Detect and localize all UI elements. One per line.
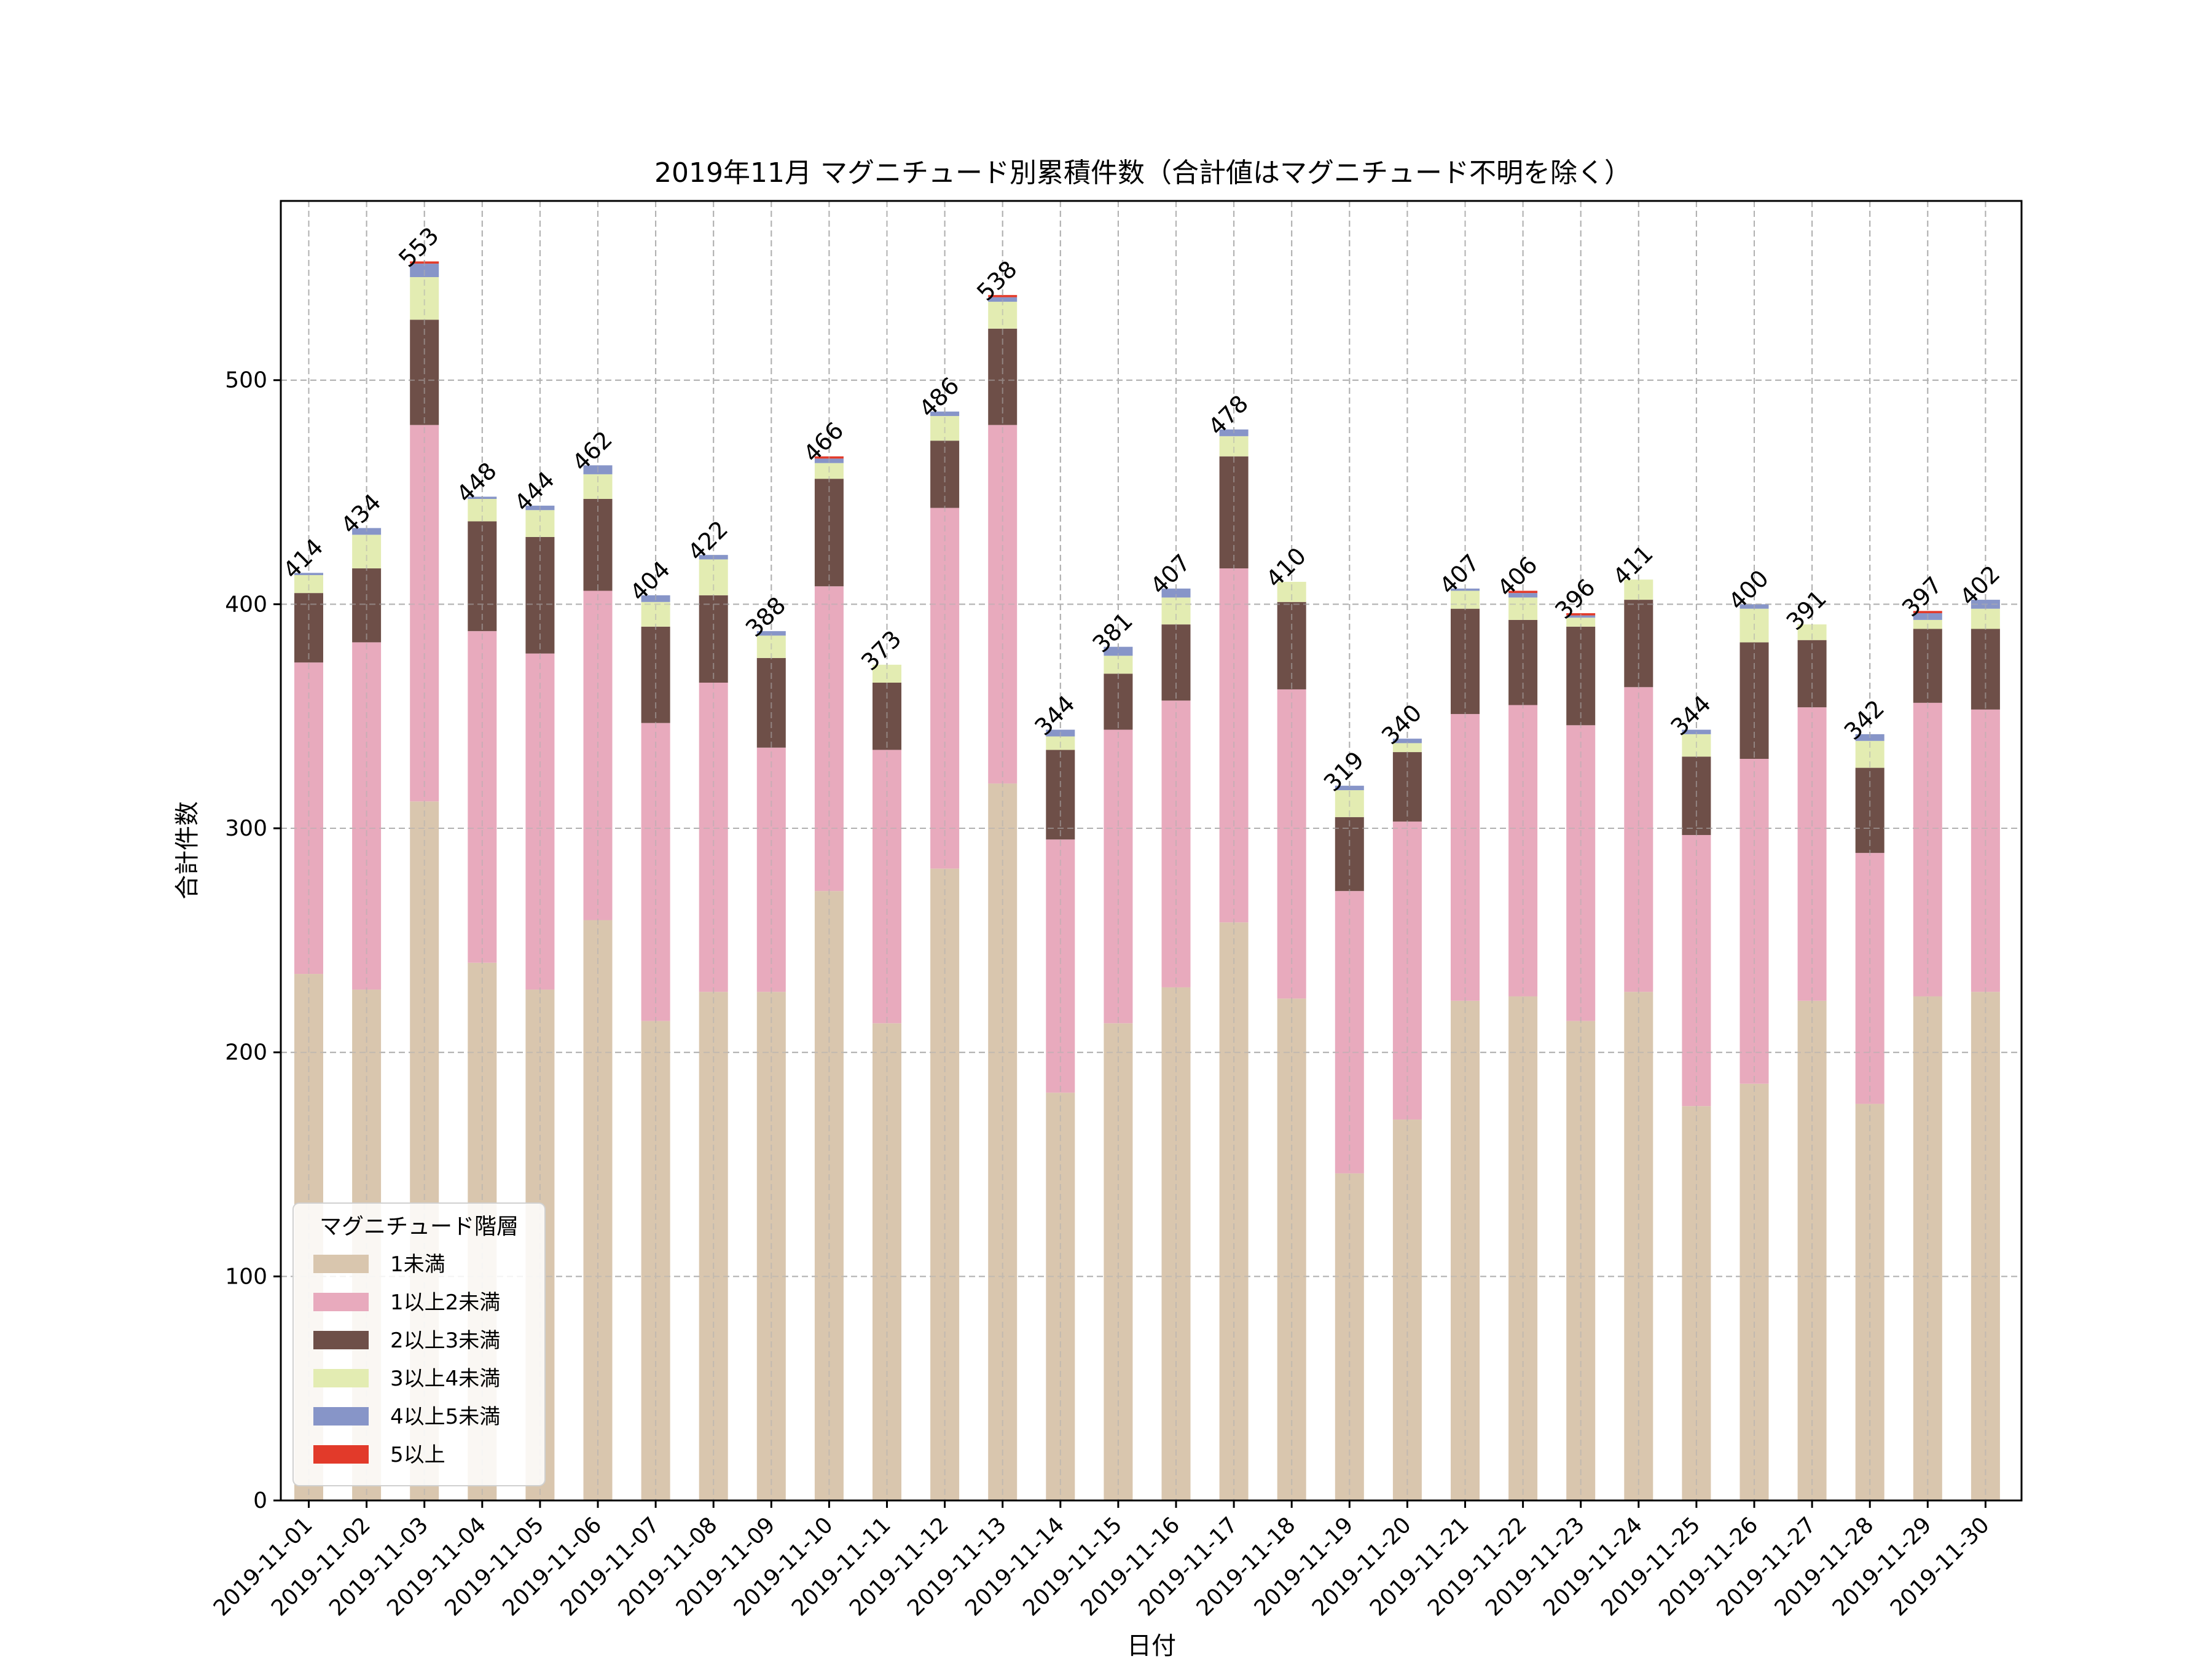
bar-segment xyxy=(1335,785,1364,791)
bar-segment xyxy=(699,683,728,992)
bar-segment xyxy=(756,631,786,636)
bar-segment xyxy=(988,295,1018,297)
y-tick-label: 400 xyxy=(225,592,267,617)
bar-segment xyxy=(1104,646,1133,656)
bar-segment xyxy=(1451,1000,1480,1500)
bar-segment xyxy=(1508,590,1538,594)
bar-segment xyxy=(1392,739,1422,743)
bar-segment xyxy=(1739,642,1769,759)
y-tick-label: 200 xyxy=(225,1040,267,1065)
legend-swatch xyxy=(313,1407,369,1426)
bar-segment xyxy=(1046,839,1075,1093)
legend-label: 3以上4未満 xyxy=(390,1367,500,1391)
bar-segment xyxy=(1277,998,1306,1500)
legend-swatch xyxy=(313,1255,369,1273)
legend-label: 2以上3未満 xyxy=(390,1328,500,1353)
y-tick-label: 500 xyxy=(225,368,267,393)
bar-segment xyxy=(294,573,323,575)
legend-swatch xyxy=(313,1331,369,1349)
y-tick-label: 0 xyxy=(253,1488,267,1513)
legend-title: マグニチュード階層 xyxy=(320,1214,519,1239)
bar-segment xyxy=(1566,618,1596,627)
legend: マグニチュード階層 1未満 1以上2未満 2以上3未満 3以上4未満 4以上5未満 5以上 xyxy=(292,1202,546,1486)
bar-segment xyxy=(930,411,960,417)
legend-label: 4以上5未満 xyxy=(390,1405,500,1429)
legend-swatch xyxy=(313,1369,369,1387)
bar-segment xyxy=(1104,673,1133,730)
bars xyxy=(294,261,2000,1500)
bar-segment xyxy=(1104,1023,1133,1500)
y-tick-label: 300 xyxy=(225,816,267,841)
bar-segment xyxy=(1392,1120,1422,1500)
bar-segment xyxy=(1161,597,1191,625)
legend-label: 1未満 xyxy=(390,1252,445,1277)
legend-label: 5以上 xyxy=(390,1443,445,1467)
x-axis: 2019-11-012019-11-022019-11-032019-11-04… xyxy=(209,1500,1994,1621)
bar-segment xyxy=(1161,588,1191,598)
bar-segment xyxy=(1219,456,1249,569)
y-tick-label: 100 xyxy=(225,1264,267,1289)
bar-segment xyxy=(294,662,323,975)
bar-segment xyxy=(873,1023,901,1500)
bar-segment xyxy=(1566,1021,1596,1500)
bar-segment xyxy=(1797,1000,1827,1500)
legend-swatch xyxy=(313,1445,369,1464)
chart-title: 2019年11月 マグニチュード別累積件数（合計値はマグニチュード不明を除く） xyxy=(654,157,1631,189)
legend-swatch xyxy=(313,1293,369,1311)
plot-frame xyxy=(280,200,2023,1502)
y-axis-label: 合計件数 xyxy=(173,801,202,900)
y-axis: 0 100 200 300 400 500 xyxy=(225,368,281,1513)
bar-segment xyxy=(641,1021,670,1500)
bar-segment xyxy=(1508,619,1538,705)
x-tick-label: 2019-11-01 xyxy=(209,1512,318,1621)
legend-label: 1以上2未満 xyxy=(390,1290,500,1315)
bar-segment xyxy=(1913,611,1942,613)
bar-segment xyxy=(525,510,555,537)
bar-segment xyxy=(1104,729,1133,1024)
x-axis-label: 日付 xyxy=(1127,1632,1176,1659)
